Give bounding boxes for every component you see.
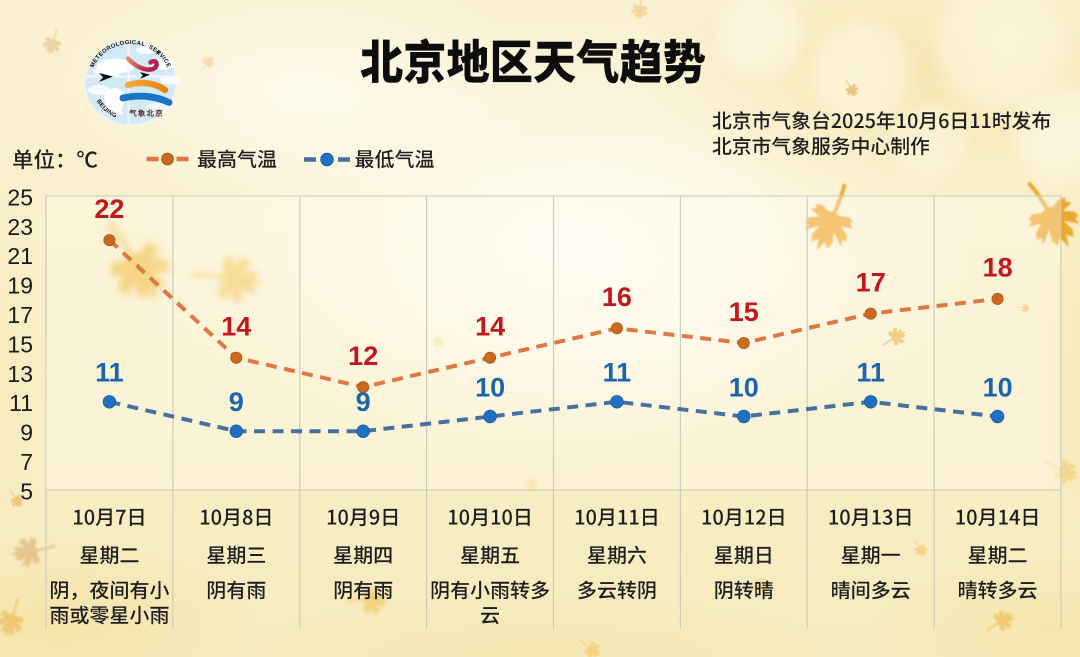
- svg-text:16: 16: [602, 282, 632, 312]
- svg-text:11: 11: [603, 358, 632, 388]
- svg-text:13: 13: [7, 361, 33, 387]
- svg-text:10: 10: [983, 372, 1013, 402]
- svg-text:11: 11: [95, 358, 124, 388]
- svg-text:10: 10: [729, 372, 759, 402]
- svg-text:17: 17: [7, 302, 33, 328]
- svg-text:7: 7: [20, 449, 33, 475]
- svg-text:17: 17: [856, 267, 886, 297]
- svg-text:5: 5: [20, 478, 33, 504]
- svg-text:14: 14: [221, 312, 251, 342]
- svg-text:22: 22: [94, 194, 124, 224]
- svg-text:12: 12: [348, 341, 378, 371]
- svg-text:9: 9: [356, 387, 371, 417]
- svg-text:11: 11: [856, 358, 885, 388]
- svg-text:11: 11: [9, 390, 33, 416]
- svg-text:25: 25: [7, 184, 33, 210]
- svg-text:9: 9: [229, 387, 244, 417]
- svg-text:14: 14: [475, 312, 505, 342]
- svg-text:10: 10: [475, 372, 505, 402]
- svg-text:19: 19: [7, 273, 33, 299]
- svg-text:23: 23: [7, 214, 33, 240]
- svg-text:9: 9: [20, 420, 33, 446]
- svg-text:21: 21: [7, 243, 33, 269]
- svg-text:15: 15: [7, 331, 33, 357]
- svg-text:18: 18: [983, 253, 1013, 283]
- svg-text:15: 15: [729, 297, 759, 327]
